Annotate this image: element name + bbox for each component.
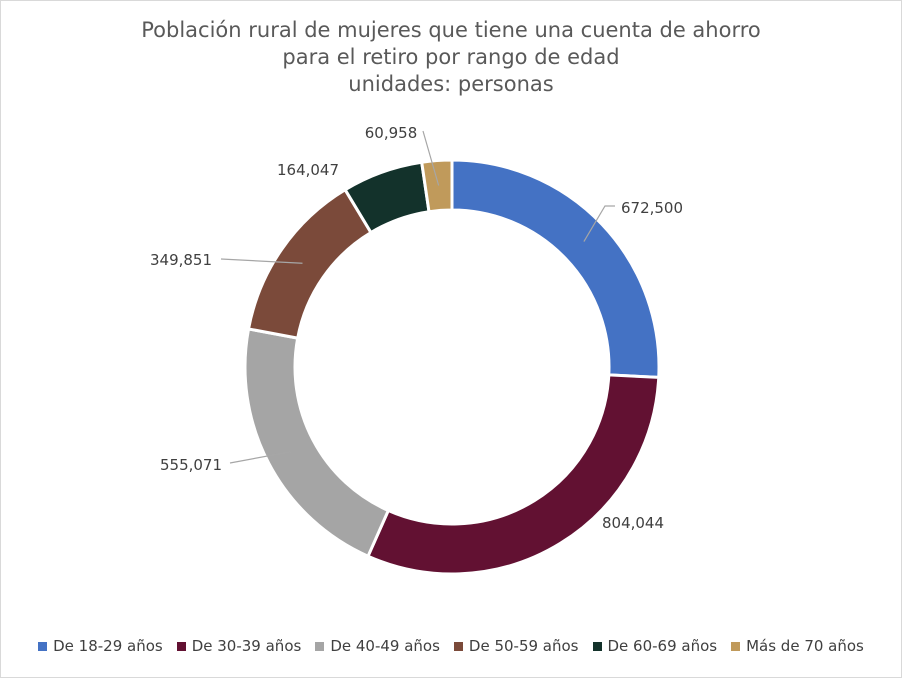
legend-swatch <box>315 641 325 651</box>
legend-swatch <box>731 641 741 651</box>
legend-label: De 50-59 años <box>468 637 579 655</box>
donut-slice-30-39 <box>366 373 661 576</box>
legend-item-50-59: De 50-59 años <box>453 637 579 655</box>
leader-line-40-49 <box>229 451 292 464</box>
data-label-18-29: 672,500 <box>621 199 683 217</box>
chart-title: Población rural de mujeres que tiene una… <box>1 17 901 98</box>
legend-item-18-29: De 18-29 años <box>38 637 163 655</box>
legend-swatch <box>176 641 186 651</box>
legend-label: De 18-29 años <box>53 637 163 655</box>
donut-slice-18-29 <box>450 158 661 379</box>
legend-label: De 40-49 años <box>330 637 440 655</box>
legend-swatch <box>38 641 48 651</box>
donut-slice-50-59 <box>246 187 374 340</box>
donut-slices <box>243 158 661 576</box>
donut-slice-40-49 <box>243 327 391 559</box>
legend-label: De 30-39 años <box>191 637 302 655</box>
legend-label: Más de 70 años <box>746 637 864 655</box>
legend-item-40-49: De 40-49 años <box>315 637 440 655</box>
leader-line-50-59 <box>220 258 303 264</box>
legend-item-30-39: De 30-39 años <box>176 637 302 655</box>
title-line-2: para el retiro por rango de edad <box>282 45 620 69</box>
title-line-3: unidades: personas <box>348 72 554 96</box>
leader-line-70-plus <box>422 130 440 186</box>
data-label-60-69: 164,047 <box>277 161 339 179</box>
data-label-40-49: 555,071 <box>160 456 222 474</box>
title-line-1: Población rural de mujeres que tiene una… <box>141 18 761 42</box>
legend: De 18-29 años De 30-39 años De 40-49 año… <box>1 637 901 655</box>
data-labels: 672,500 804,044 555,071 349,851 164,047 60,95… <box>150 124 683 532</box>
legend-label: De 60-69 años <box>607 637 718 655</box>
legend-swatch <box>453 641 463 651</box>
data-label-30-39: 804,044 <box>602 514 664 532</box>
legend-item-60-69: De 60-69 años <box>592 637 718 655</box>
label-leaders <box>220 130 615 464</box>
data-label-70-plus: 60,958 <box>365 124 418 142</box>
legend-item-70-plus: Más de 70 años <box>731 637 864 655</box>
leader-line-18-29 <box>583 205 615 242</box>
data-label-50-59: 349,851 <box>150 251 212 269</box>
legend-swatch <box>592 641 602 651</box>
